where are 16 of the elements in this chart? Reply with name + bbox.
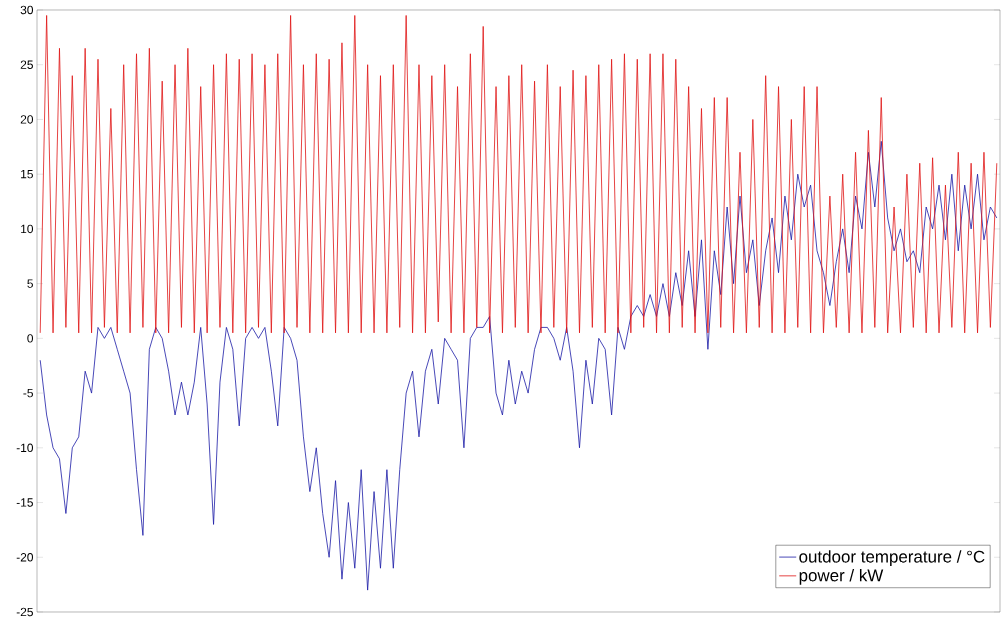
- legend-label: outdoor temperature / °C: [799, 550, 985, 567]
- line-series: [39, 141, 998, 591]
- y-tick-label: 30: [20, 5, 34, 15]
- y-tick-label: 20: [20, 115, 34, 124]
- y-tick-label: -15: [16, 498, 33, 507]
- legend-label: power / kW: [799, 569, 884, 585]
- y-tick-label: 5: [27, 279, 33, 289]
- y-tick-label: 10: [21, 224, 34, 234]
- y-tick-label: 25: [20, 60, 33, 70]
- y-tick-label: -10: [16, 443, 34, 453]
- y-tick-label: 0: [27, 334, 34, 343]
- y-tick-label: -25: [16, 607, 33, 617]
- y-tick-label: 15: [21, 170, 33, 179]
- line-series: [39, 15, 998, 334]
- y-tick-label: -5: [23, 389, 33, 398]
- y-tick-label: -20: [16, 553, 34, 562]
